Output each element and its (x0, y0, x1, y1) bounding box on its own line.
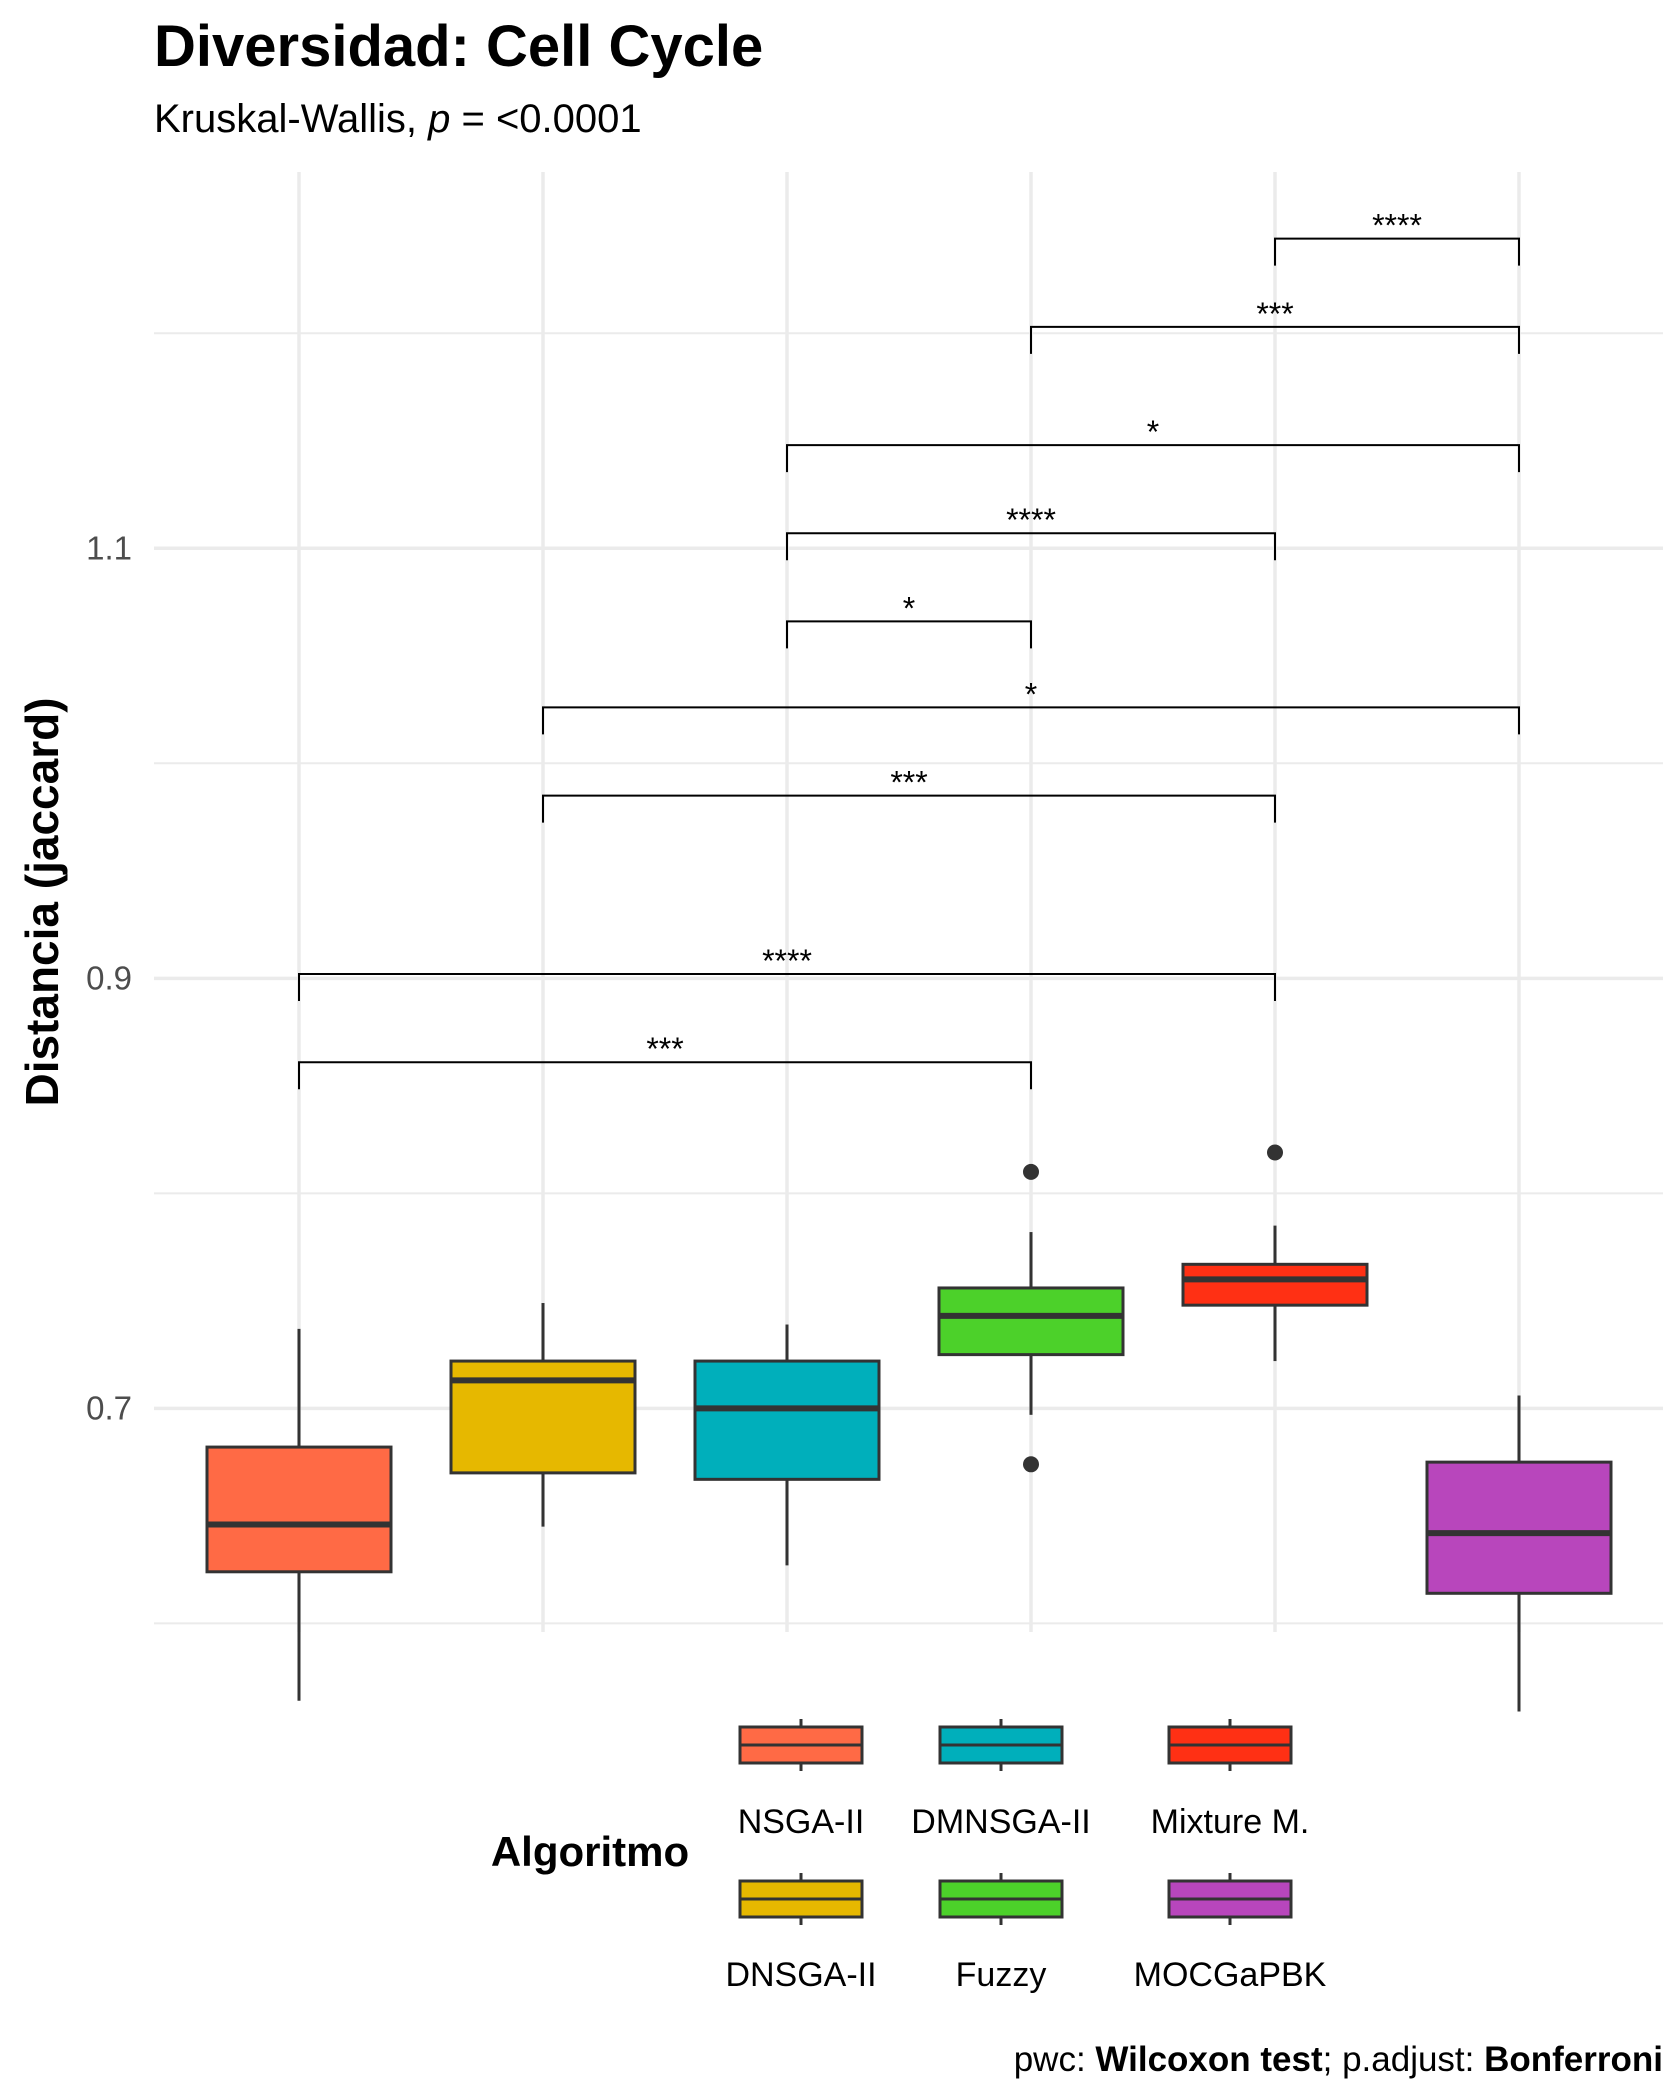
box-body (693, 1359, 881, 1481)
significance-brackets: ************************ (298, 208, 1520, 1090)
legend-item: DMNSGA-II (911, 1719, 1091, 1841)
box-mixture-m- (1181, 1144, 1369, 1362)
box-dmnsga-ii (693, 1324, 881, 1566)
chart-caption: pwc: Wilcoxon test; p.adjust: Bonferroni (1014, 2040, 1663, 2079)
significance-label: **** (762, 943, 812, 979)
legend: NSGA-II DMNSGA-II Mixture M. DNSGA-II Fuzzy M… (725, 1719, 1327, 1994)
legend-label: MOCGaPBK (1134, 1956, 1327, 1994)
bracket: *** (298, 1031, 1032, 1090)
legend-label: Mixture M. (1151, 1803, 1310, 1841)
box-mocgapbk (1425, 1395, 1613, 1712)
box-body (1181, 1262, 1369, 1307)
significance-label: * (1025, 676, 1037, 712)
legend-label: DNSGA-II (725, 1956, 876, 1994)
significance-label: **** (1372, 208, 1422, 244)
significance-label: *** (1256, 296, 1293, 332)
box-fuzzy (937, 1163, 1125, 1473)
legend-item: MOCGaPBK (1134, 1873, 1327, 1994)
bracket: * (786, 590, 1032, 649)
y-tick-label: 1.1 (86, 529, 132, 566)
bracket-line (1274, 237, 1520, 266)
boxes (205, 1144, 1613, 1712)
legend-item: Mixture M. (1151, 1719, 1310, 1841)
chart-title: Diversidad: Cell Cycle (154, 14, 763, 79)
bracket-line (542, 794, 1276, 823)
legend-item: Fuzzy (938, 1873, 1064, 1994)
bracket-line (786, 620, 1032, 649)
bracket: *** (542, 765, 1276, 823)
significance-label: *** (646, 1031, 683, 1067)
bracket-line (786, 444, 1520, 473)
bracket: *** (1030, 296, 1520, 354)
legend-label: Fuzzy (956, 1956, 1047, 1994)
y-axis-ticks: 0.7 0.9 1.1 (86, 529, 132, 1426)
bracket-line (298, 1061, 1032, 1090)
legend-title: Algoritmo (491, 1828, 689, 1875)
box-nsga-ii (205, 1328, 393, 1701)
significance-label: **** (1006, 502, 1056, 538)
outlier-point (1023, 1163, 1039, 1180)
box-body (205, 1445, 393, 1574)
bracket-line (298, 973, 1276, 1002)
bracket: **** (786, 502, 1276, 561)
legend-label: DMNSGA-II (911, 1803, 1090, 1841)
y-tick-label: 0.9 (86, 959, 132, 996)
bracket-line (1030, 325, 1520, 354)
legend-label: NSGA-II (738, 1803, 865, 1841)
outlier-point (1023, 1456, 1039, 1473)
outlier-point (1267, 1144, 1283, 1161)
grid-lines (154, 172, 1663, 1632)
significance-label: * (1147, 414, 1159, 450)
bracket: * (542, 676, 1520, 735)
y-axis-label: Distancia (jaccard) (16, 697, 68, 1106)
legend-item: DNSGA-II (725, 1873, 877, 1994)
box-body (937, 1286, 1125, 1357)
bracket: * (786, 414, 1520, 473)
chart-subtitle: Kruskal-Wallis, p = <0.0001 (154, 97, 642, 141)
bracket: **** (1274, 208, 1520, 266)
box-body (1425, 1460, 1613, 1595)
significance-label: * (903, 590, 915, 626)
bracket-line (786, 532, 1276, 561)
bracket: **** (298, 943, 1276, 1002)
bracket-line (542, 706, 1520, 735)
y-tick-label: 0.7 (86, 1389, 132, 1426)
legend-item: NSGA-II (738, 1719, 865, 1841)
significance-label: *** (890, 765, 927, 801)
box-dnsga-ii (449, 1303, 637, 1527)
